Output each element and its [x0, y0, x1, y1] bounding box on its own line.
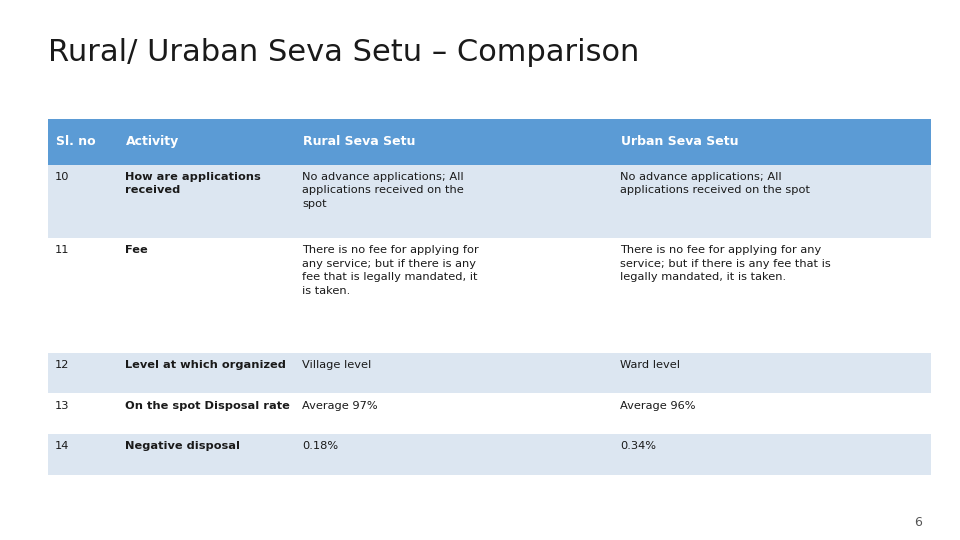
- Text: No advance applications; All
applications received on the
spot: No advance applications; All application…: [302, 172, 464, 209]
- Text: 6: 6: [914, 516, 922, 529]
- Text: There is no fee for applying for any
service; but if there is any fee that is
le: There is no fee for applying for any ser…: [620, 245, 830, 282]
- Text: How are applications
received: How are applications received: [126, 172, 261, 195]
- Text: Negative disposal: Negative disposal: [126, 441, 240, 451]
- Text: No advance applications; All
applications received on the spot: No advance applications; All application…: [620, 172, 810, 195]
- Text: 13: 13: [55, 401, 69, 410]
- Text: Sl. no: Sl. no: [56, 135, 95, 148]
- Text: 0.18%: 0.18%: [302, 441, 338, 451]
- Text: 14: 14: [55, 441, 69, 451]
- Text: 12: 12: [55, 360, 69, 370]
- Text: Urban Seva Setu: Urban Seva Setu: [621, 135, 738, 148]
- Text: Ward level: Ward level: [620, 360, 680, 370]
- Text: Rural Seva Setu: Rural Seva Setu: [303, 135, 416, 148]
- Text: Average 96%: Average 96%: [620, 401, 695, 410]
- Text: 0.34%: 0.34%: [620, 441, 656, 451]
- Text: There is no fee for applying for
any service; but if there is any
fee that is le: There is no fee for applying for any ser…: [302, 245, 479, 296]
- Text: Average 97%: Average 97%: [302, 401, 377, 410]
- Text: 10: 10: [55, 172, 69, 182]
- Text: 11: 11: [55, 245, 69, 255]
- Text: Village level: Village level: [302, 360, 372, 370]
- Text: On the spot Disposal rate: On the spot Disposal rate: [126, 401, 290, 410]
- Text: Rural/ Uraban Seva Setu – Comparison: Rural/ Uraban Seva Setu – Comparison: [48, 38, 639, 67]
- Text: Fee: Fee: [126, 245, 148, 255]
- Text: Activity: Activity: [127, 135, 180, 148]
- Text: Level at which organized: Level at which organized: [126, 360, 286, 370]
